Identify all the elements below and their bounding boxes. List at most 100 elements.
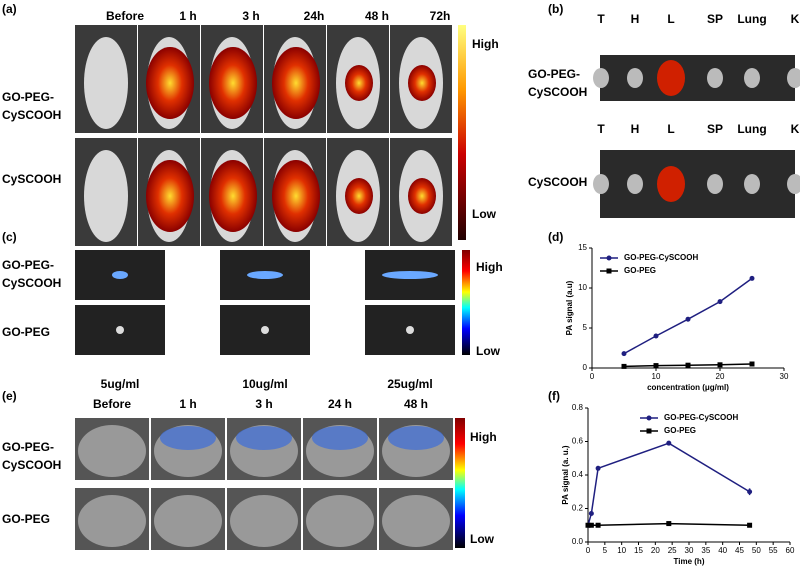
row-label: GO-PEG [2,325,50,339]
y-tick-label: 15 [578,243,587,252]
legend-label: GO-PEG [664,426,696,435]
marker [621,363,627,369]
x-tick-label: 0 [590,372,595,381]
line [587,442,750,526]
marker [588,511,594,517]
column-header: Before [106,9,144,23]
row-label: CySCOOH [528,85,587,99]
organ-label: SP [707,12,723,26]
x-tick-label: 60 [786,546,795,555]
fluorescence [146,160,194,232]
organ-label: K [791,12,800,26]
signal [382,271,438,279]
organ-label: Lung [737,122,766,136]
x-tick-label: 20 [716,372,725,381]
tumor [306,495,374,547]
panel-label: (c) [2,230,17,244]
layout [75,25,800,550]
row-label: GO-PEG- [2,90,54,104]
marker [685,316,691,322]
panel-label: (e) [2,389,17,403]
organ-label: Lung [737,12,766,26]
y-tick-label: 5 [583,323,588,332]
organ [657,60,685,96]
column-header: Before [93,397,131,411]
organ-label: H [631,12,640,26]
x-tick-label: 30 [685,546,694,555]
marker [666,521,672,527]
marker [749,275,755,281]
legend-label: GO-PEG-CySCOOH [624,253,698,262]
panel-label: (f) [548,389,560,403]
pa-signal [236,426,292,450]
y-tick-label: 0.6 [572,437,584,446]
row-label: GO-PEG [2,512,50,526]
organ-label: H [631,122,640,136]
organ-label: L [667,122,674,136]
marker [585,522,591,528]
fluorescence [408,65,436,101]
y-tick-label: 0 [583,363,588,372]
tumor [230,495,298,547]
y-tick-label: 0.0 [572,537,584,546]
panel-label: (d) [548,230,563,244]
x-tick-label: 20 [651,546,660,555]
organ [707,68,723,88]
y-axis-label: PA signal (a.u) [565,280,574,335]
x-tick-label: 30 [780,372,789,381]
colorbar [462,250,470,355]
fluorescence [345,65,373,101]
signal [261,326,269,334]
row-label: CySCOOH [528,175,587,189]
x-tick-label: 50 [752,546,761,555]
marker [685,362,691,368]
marker [621,351,627,357]
column-header: 48 h [365,9,389,23]
column-header: 48 h [404,397,428,411]
panel-label: (b) [548,2,563,16]
tumor [154,495,222,547]
column-header: 72h [430,9,451,23]
x-tick-label: 40 [718,546,727,555]
x-tick-label: 55 [769,546,778,555]
legend-label: GO-PEG [624,266,656,275]
scale-label: High [472,37,499,51]
organ [657,166,685,202]
legend-marker [606,255,612,261]
column-header: 1 h [179,9,196,23]
signal [247,271,283,279]
organ [744,174,760,194]
fluorescence [272,160,320,232]
legend-marker [606,268,612,274]
signal [116,326,124,334]
organ [627,174,643,194]
marker [588,522,594,528]
marker [653,333,659,339]
y-axis-label: PA signal (a. u.) [561,445,570,504]
x-tick-label: 15 [634,546,643,555]
scale-label: High [470,430,497,444]
row-label: GO-PEG- [2,440,54,454]
marker [653,363,659,369]
y-tick-label: 0.2 [572,504,584,513]
panel-label: (a) [2,2,17,16]
legend-marker [646,428,652,434]
scale-label: Low [470,532,495,546]
organ-label: L [667,12,674,26]
x-tick-label: 10 [617,546,626,555]
marker [749,361,755,367]
y-tick-label: 0.8 [572,403,584,412]
marker [595,522,601,528]
mouse [84,150,128,242]
x-tick-label: 5 [603,546,608,555]
pa-signal [312,426,368,450]
colorbar [455,418,465,548]
column-header: 10ug/ml [242,377,287,391]
column-header: 24 h [328,397,352,411]
fluorescence [345,178,373,214]
organ [787,174,800,194]
scale-label: Low [476,344,501,358]
pa-signal [160,426,216,450]
